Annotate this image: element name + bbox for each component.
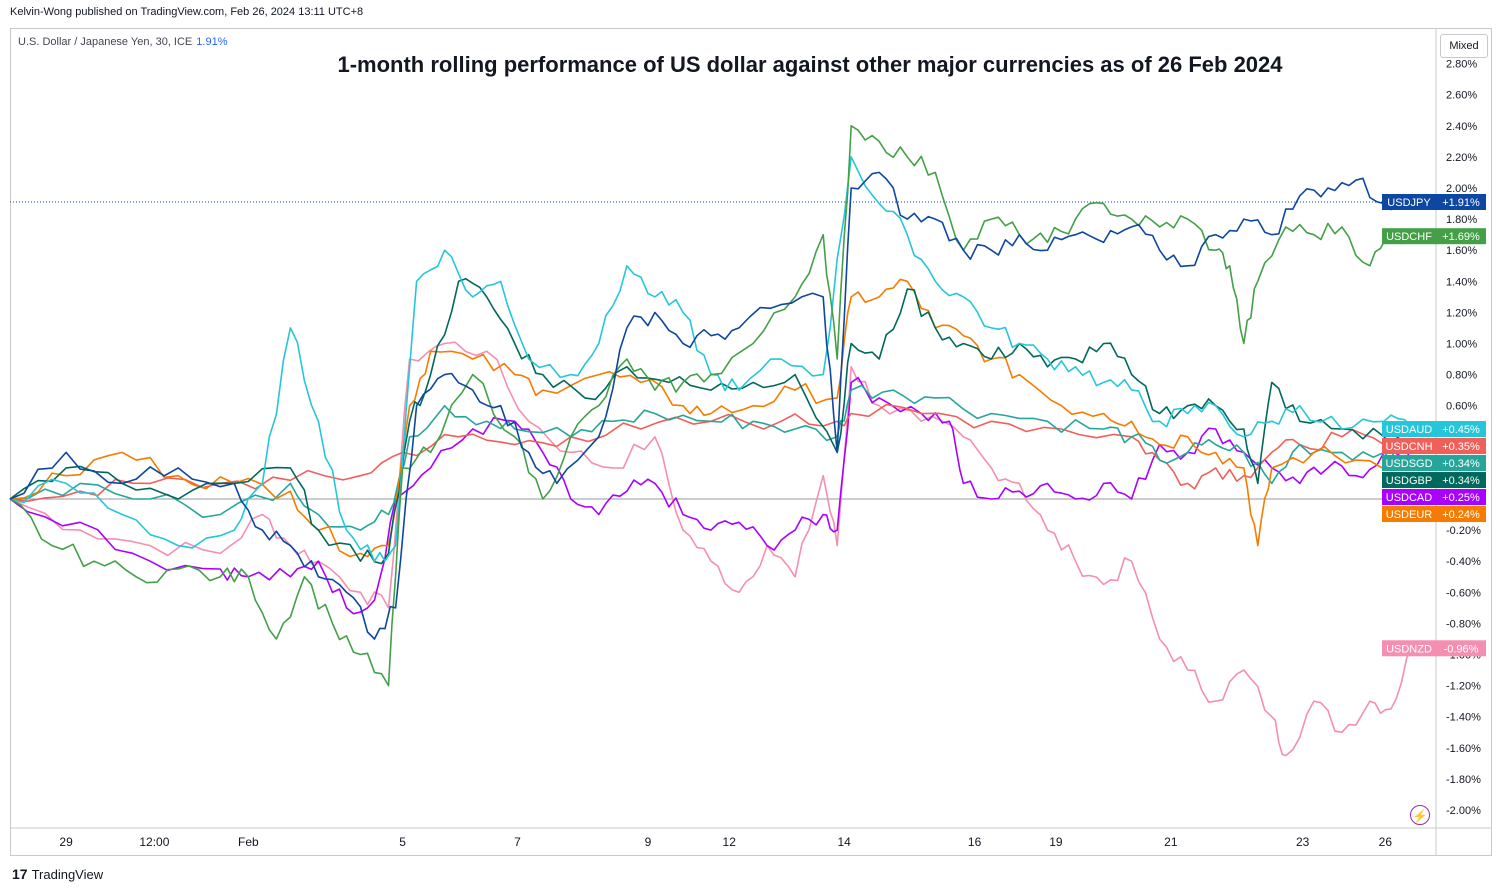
symbol-change: 1.91% (196, 36, 228, 48)
x-tick-label: 29 (59, 835, 73, 849)
y-tick-label: 1.00% (1446, 339, 1477, 351)
chart-title: 1-month rolling performance of US dollar… (337, 52, 1283, 77)
end-label-name: USDGBP (1386, 475, 1432, 487)
end-label-value: -0.96% (1444, 643, 1479, 655)
end-label-usdaud: USDAUD +0.45% (1382, 421, 1486, 438)
y-tick-label: 1.20% (1446, 307, 1477, 319)
y-tick-label: -2.00% (1446, 805, 1481, 817)
y-tick-label: -0.60% (1446, 587, 1481, 599)
end-label-value-box (1436, 472, 1486, 489)
end-label-name-box (1382, 489, 1436, 506)
y-tick-label: -1.80% (1446, 774, 1481, 786)
tradingview-brand: TradingView (31, 866, 104, 882)
end-label-name: USDEUR (1386, 509, 1433, 521)
end-label-value-box (1436, 506, 1486, 523)
y-tick-label: -1.20% (1446, 681, 1481, 693)
y-tick-label: -0.40% (1446, 556, 1481, 568)
end-label-name: USDNZD (1386, 643, 1432, 655)
x-tick-label: 5 (399, 835, 406, 849)
end-label-value-box (1436, 438, 1486, 455)
end-label-value: +1.91% (1442, 197, 1480, 209)
y-tick-label: 2.40% (1446, 121, 1477, 133)
y-tick-label: -1.40% (1446, 712, 1481, 724)
end-label-name: USDCHF (1386, 231, 1432, 243)
lightning-icon[interactable]: ⚡ (1410, 805, 1430, 825)
end-label-name-box (1382, 421, 1436, 438)
end-label-name-box (1382, 438, 1436, 455)
x-tick-label: 14 (838, 835, 852, 849)
tradingview-logo[interactable]: 17 TradingView (12, 866, 103, 882)
end-label-value: +0.34% (1442, 475, 1480, 487)
symbol-info: U.S. Dollar / Japanese Yen, 30, ICE 1.91% (18, 36, 227, 48)
symbol-name[interactable]: U.S. Dollar / Japanese Yen, 30, ICE (18, 36, 193, 48)
end-label-name: USDJPY (1387, 197, 1431, 209)
end-label-name-box (1382, 455, 1436, 472)
y-tick-label: -0.20% (1446, 525, 1481, 537)
x-tick-label: 19 (1049, 835, 1063, 849)
end-label-name-box (1382, 472, 1436, 489)
x-tick-label: 7 (514, 835, 521, 849)
y-tick-label: 1.40% (1446, 276, 1477, 288)
end-label-value-box (1436, 228, 1486, 245)
end-label-value: +1.69% (1442, 231, 1480, 243)
end-label-name-box (1382, 640, 1436, 657)
end-label-usdchf: USDCHF +1.69% (1382, 228, 1486, 245)
x-tick-label: 12 (723, 835, 737, 849)
series-line-usdsgd (9, 384, 1413, 531)
tradingview-mark-icon: 17 (12, 866, 28, 882)
x-tick-label: 26 (1379, 835, 1393, 849)
end-label-usdcnh: USDCNH +0.35% (1382, 438, 1486, 455)
x-tick-label: 16 (968, 835, 982, 849)
scale-mode-button[interactable]: Mixed (1440, 34, 1488, 58)
end-label-value: +0.24% (1442, 509, 1480, 521)
y-tick-label: 0.80% (1446, 370, 1477, 382)
end-label-value-box (1436, 640, 1486, 657)
end-label-value: +0.34% (1442, 458, 1480, 470)
y-tick-label: 2.20% (1446, 152, 1477, 164)
end-label-value-box (1436, 421, 1486, 438)
end-label-value-box (1436, 455, 1486, 472)
series-line-usdnzd (9, 341, 1413, 757)
y-tick-label: 0.60% (1446, 401, 1477, 413)
x-tick-label: 21 (1164, 835, 1178, 849)
publisher-credit: Kelvin-Wong published on TradingView.com… (10, 6, 364, 18)
end-label-name: USDCAD (1386, 492, 1433, 504)
y-tick-label: 2.00% (1446, 183, 1477, 195)
series-line-usdeur (9, 278, 1413, 558)
x-tick-label: 23 (1296, 835, 1310, 849)
end-label-usdsgd: USDSGD +0.34% (1382, 455, 1486, 472)
end-label-name-box (1382, 228, 1436, 245)
series-line-usdjpy (9, 171, 1413, 640)
end-label-name: USDCNH (1385, 441, 1432, 453)
end-label-value: +0.45% (1442, 424, 1480, 436)
x-tick-label: 9 (645, 835, 652, 849)
x-tick-label: Feb (238, 835, 259, 849)
x-tick-label: 12:00 (139, 835, 169, 849)
y-tick-label: -0.80% (1446, 618, 1481, 630)
end-label-usdnzd: USDNZD -0.96% (1382, 640, 1486, 657)
end-label-value-box (1436, 193, 1486, 210)
end-label-name-box (1382, 506, 1436, 523)
end-label-value: +0.35% (1442, 441, 1480, 453)
end-label-usdjpy: USDJPY +1.91% (1382, 193, 1486, 210)
series-line-usdcnh (9, 403, 1413, 502)
chart-frame (10, 28, 1492, 856)
end-label-usdgbp: USDGBP +0.34% (1382, 472, 1486, 489)
end-label-name: USDAUD (1386, 424, 1433, 436)
y-tick-label: 1.80% (1446, 214, 1477, 226)
end-label-usdeur: USDEUR +0.24% (1382, 506, 1486, 523)
y-tick-label: 2.80% (1446, 59, 1477, 71)
end-label-name: USDSGD (1385, 458, 1432, 470)
end-label-name-box (1382, 193, 1436, 210)
end-label-usdcad: USDCAD +0.25% (1382, 489, 1486, 506)
end-label-value: +0.25% (1442, 492, 1480, 504)
y-tick-label: 1.60% (1446, 245, 1477, 257)
series-line-usdchf (9, 125, 1413, 687)
series-line-usdcad (9, 376, 1413, 615)
series-line-usdaud (9, 156, 1413, 562)
y-tick-label: -1.60% (1446, 743, 1481, 755)
y-tick-label: 2.60% (1446, 90, 1477, 102)
end-label-value-box (1436, 489, 1486, 506)
